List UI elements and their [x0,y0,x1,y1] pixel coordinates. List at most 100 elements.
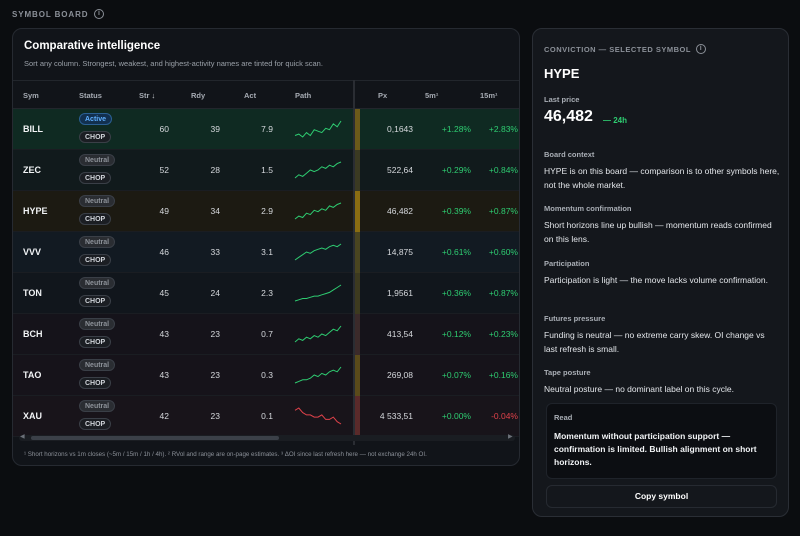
table-row[interactable]: BILL Active CHOP 60 39 7.9 0,1643 +1.28% +2.83% [13,109,519,150]
row-5m: +0.12% [441,329,471,339]
regime-badge: CHOP [79,377,112,389]
row-15m: +0.23% [488,329,518,339]
footnote: ¹ Short horizons vs 1m closes (~5m / 15m… [24,451,427,458]
status-badge: Neutral [79,318,116,330]
row-15m: +0.87% [488,288,518,298]
row-activity-bar [353,191,360,232]
col-str[interactable]: Str ↓ [139,91,155,100]
row-rdy: 23 [210,411,220,421]
table-row[interactable]: TAO Neutral CHOP 43 23 0.3 269,08 +0.07% +0.16% [13,355,519,396]
row-rdy: 34 [210,206,220,216]
row-activity-bar [353,150,360,191]
row-15m: +0.16% [488,370,518,380]
row-str: 46 [159,247,169,257]
col-status[interactable]: Status [79,91,102,100]
table-row[interactable]: BCH Neutral CHOP 43 23 0.7 413,54 +0.12% +0.23% [13,314,519,355]
section-label: Futures pressure [544,314,606,323]
conviction-panel: CONVICTION — SELECTED SYMBOL i HYPE Last… [532,28,789,517]
row-activity-bar [353,232,360,273]
regime-badge: CHOP [79,131,112,143]
row-px: 269,08 [387,370,413,380]
section-label: Momentum confirmation [544,204,632,213]
col-rdy[interactable]: Rdy [191,91,206,100]
col-str-label: Str [139,91,150,100]
section-text: HYPE is on this board — comparison is to… [544,166,780,190]
row-sparkline [294,202,342,220]
section-text: Participation is light — the move lacks … [544,275,768,285]
row-activity-bar [353,109,360,150]
status-badge: Neutral [79,236,116,248]
row-15m: +0.84% [488,165,518,175]
section-label: Tape posture [544,368,591,377]
panel-title: Comparative intelligence [24,40,161,52]
status-badge: Active [79,113,113,125]
row-symbol: ZEC [23,165,41,175]
info-circle-icon[interactable]: i [695,44,706,54]
section-label: Board context [544,150,595,159]
regime-badge: CHOP [79,295,112,307]
row-rdy: 33 [210,247,220,257]
row-act: 0.1 [261,411,273,421]
row-str: 45 [159,288,169,298]
row-activity-bar [353,314,360,355]
regime-badge: CHOP [79,254,112,266]
table-row[interactable]: TON Neutral CHOP 45 24 2.3 1,9561 +0.36% +0.87% [13,273,519,314]
col-act[interactable]: Act [244,91,257,100]
regime-badge: CHOP [79,418,112,430]
copy-symbol-button[interactable]: Copy symbol [546,485,777,508]
scrollbar-thumb[interactable] [31,436,279,440]
last-price-label: Last price [544,95,580,104]
row-str: 52 [159,165,169,175]
table-row[interactable]: ZEC Neutral CHOP 52 28 1.5 522,64 +0.29% +0.84% [13,150,519,191]
scroll-left-icon[interactable]: ◀ [20,434,25,440]
table-row[interactable]: XAU Neutral CHOP 42 23 0.1 4 533,51 +0.00% -0.04… [13,396,519,437]
row-str: 49 [159,206,169,216]
row-str: 60 [159,124,169,134]
sparkline-path [294,120,342,138]
row-rdy: 23 [210,329,220,339]
read-box: Read Momentum without participation supp… [546,403,777,479]
comparative-panel: Comparative intelligence Sort any column… [12,28,520,466]
col-sym[interactable]: Sym [23,91,39,100]
conviction-title: CONVICTION — SELECTED SYMBOL [544,44,691,54]
row-px: 46,482 [387,206,413,216]
row-5m: +1.28% [441,124,471,134]
row-15m: +0.87% [488,206,518,216]
row-rdy: 24 [210,288,220,298]
row-15m: +2.83% [488,124,518,134]
row-sparkline [294,325,342,343]
row-px: 0,1643 [387,124,413,134]
section-text: Short horizons line up bullish — momentu… [544,220,772,244]
row-rdy: 23 [210,370,220,380]
table-row[interactable]: HYPE Neutral CHOP 49 34 2.9 46,482 +0.39% +0.87% [13,191,519,232]
row-act: 7.9 [261,124,273,134]
row-sparkline [294,120,342,138]
scroll-right-icon[interactable]: ▶ [508,434,513,440]
row-str: 43 [159,370,169,380]
col-5m[interactable]: 5m¹ [425,91,439,100]
col-px[interactable]: Px [378,91,388,100]
row-sparkline [294,284,342,302]
table-header: Sym Status Str ↓ Rdy Act Path Px 5m¹ 15m… [13,80,519,109]
row-symbol: BILL [23,124,43,134]
regime-badge: CHOP [79,336,112,348]
row-15m: +0.60% [488,247,518,257]
row-act: 0.7 [261,329,273,339]
status-badge: Neutral [79,359,116,371]
info-circle-icon[interactable]: i [94,9,105,19]
sparkline-path [294,407,342,425]
row-sparkline [294,366,342,384]
row-5m: +0.07% [441,370,471,380]
table-row[interactable]: VVV Neutral CHOP 46 33 3.1 14,875 +0.61% +0.60% [13,232,519,273]
row-px: 522,64 [387,165,413,175]
status-badge: Neutral [79,154,116,166]
col-path[interactable]: Path [295,91,312,100]
col-15m[interactable]: 15m¹ [480,91,498,100]
status-badge: Neutral [79,277,116,289]
sparkline-path [294,243,342,261]
price-change: — 24h [603,116,628,125]
row-str: 42 [159,411,169,421]
section-text: Neutral posture — no dominant label on t… [544,384,734,394]
row-str: 43 [159,329,169,339]
row-5m: +0.36% [441,288,471,298]
